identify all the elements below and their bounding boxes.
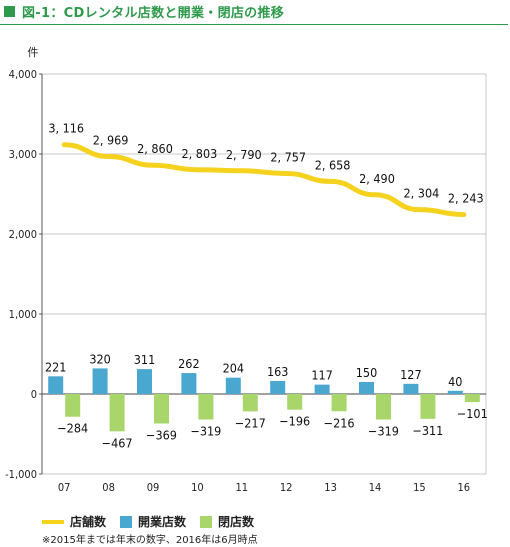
- data-label-open: 117: [311, 368, 332, 383]
- data-label-stores: 2, 757: [270, 149, 306, 164]
- y-axis-label: 件: [28, 46, 39, 59]
- x-tick-label: 09: [147, 481, 160, 494]
- y-tick-label: 3,000: [9, 148, 37, 161]
- data-label-open: 320: [89, 351, 110, 366]
- legend: 店舗数 開業店数 閉店数: [42, 513, 268, 530]
- line-stores: [61, 142, 467, 218]
- legend-item-stores: 店舗数: [42, 513, 106, 530]
- x-tick-label: 10: [191, 481, 204, 494]
- data-label-open: 262: [178, 356, 199, 371]
- legend-item-open: 開業店数: [120, 513, 186, 530]
- data-label-stores: 2, 790: [226, 147, 262, 162]
- legend-line-swatch: [42, 519, 64, 524]
- data-label-open: 163: [267, 364, 288, 379]
- bar-open: [447, 390, 463, 394]
- data-label-close: −101: [457, 406, 488, 421]
- data-label-stores: 2, 969: [93, 132, 129, 147]
- y-tick-label: -1,000: [5, 468, 37, 481]
- x-tick-label: 16: [458, 481, 471, 494]
- data-label-close: −319: [190, 424, 221, 439]
- bar-close: [420, 394, 436, 419]
- x-tick-label: 08: [102, 481, 115, 494]
- y-tick-label: 1,000: [9, 308, 37, 321]
- title-divider: [0, 24, 508, 25]
- bar-close: [464, 394, 480, 403]
- data-label-stores: 2, 803: [182, 146, 218, 161]
- x-tick-label: 13: [324, 481, 337, 494]
- bar-open: [225, 377, 241, 394]
- bar-close: [242, 394, 258, 412]
- data-label-open: 221: [45, 359, 66, 374]
- bar-open: [403, 383, 419, 394]
- legend-label-stores: 店舗数: [70, 515, 107, 529]
- data-label-open: 150: [356, 365, 377, 380]
- title-square-icon: [4, 5, 15, 17]
- bar-close: [331, 394, 347, 412]
- data-label-stores: 2, 243: [448, 191, 484, 206]
- figure-title: 図-1：CDレンタル店数と開業・閉店の推移: [4, 2, 285, 21]
- bar-close: [109, 394, 125, 432]
- data-label-open: 127: [400, 367, 421, 382]
- footnote: ※2015年までは年末の数字、2016年は6月時点: [42, 535, 258, 546]
- data-label-stores: 3, 116: [48, 121, 84, 136]
- x-tick-label: 11: [236, 481, 249, 494]
- data-label-close: −217: [235, 415, 266, 430]
- data-label-close: −196: [279, 414, 310, 429]
- x-tick-label: 14: [369, 481, 382, 494]
- data-label-stores: 2, 860: [137, 141, 173, 156]
- data-label-stores: 2, 304: [404, 186, 440, 201]
- y-tick-label: 0: [31, 388, 37, 401]
- chart-title: 図-1：CDレンタル店数と開業・閉店の推移: [22, 5, 285, 21]
- data-label-close: −311: [412, 423, 443, 438]
- data-label-close: −369: [146, 428, 177, 443]
- bar-open: [359, 382, 374, 394]
- data-label-close: −467: [102, 435, 133, 450]
- data-label-open: 311: [134, 352, 155, 367]
- data-label-close: −319: [368, 424, 399, 439]
- y-tick-label: 2,000: [9, 228, 37, 241]
- bar-close: [198, 394, 214, 420]
- bar-open: [314, 384, 330, 394]
- bar-close: [154, 394, 169, 424]
- data-label-close: −216: [324, 415, 355, 430]
- data-label-open: 204: [223, 361, 244, 376]
- bar-open: [270, 380, 286, 394]
- legend-item-close: 閉店数: [200, 513, 254, 530]
- legend-close-swatch: [200, 515, 213, 528]
- legend-label-open: 開業店数: [138, 515, 187, 529]
- x-tick-label: 07: [58, 481, 71, 494]
- data-label-close: −284: [57, 421, 88, 436]
- data-label-stores: 2, 490: [359, 171, 395, 186]
- legend-label-close: 閉店数: [218, 515, 255, 529]
- bar-open: [181, 373, 197, 394]
- bar-open: [137, 369, 152, 394]
- bar-close: [287, 394, 303, 410]
- y-tick-label: 4,000: [9, 68, 37, 81]
- bar-close: [65, 394, 81, 417]
- data-label-open: 40: [448, 374, 462, 389]
- bar-open: [48, 376, 64, 394]
- x-tick-label: 12: [280, 481, 293, 494]
- bar-close: [376, 394, 391, 420]
- x-tick-label: 15: [413, 481, 426, 494]
- legend-open-swatch: [120, 515, 133, 528]
- bar-open: [92, 368, 108, 394]
- data-label-stores: 2, 658: [315, 157, 351, 172]
